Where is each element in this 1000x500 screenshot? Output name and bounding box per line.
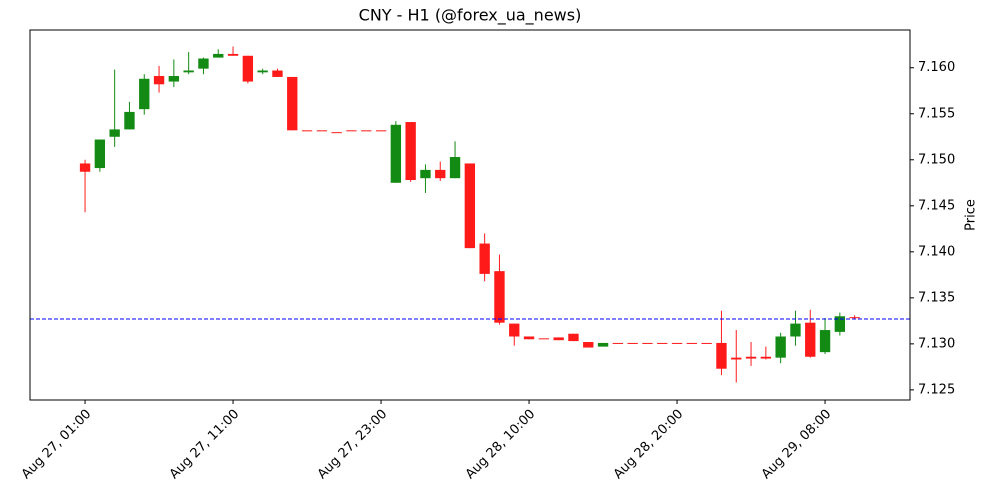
y-tick-label: 7.155: [918, 106, 955, 121]
candle-body: [597, 342, 609, 347]
candle-body: [553, 337, 564, 341]
candle-body: [405, 122, 416, 181]
candle-body: [153, 76, 165, 85]
candle-body: [227, 53, 239, 56]
candle-body: [775, 336, 786, 358]
candle-body: [316, 130, 328, 132]
candle-body: [612, 342, 624, 344]
x-tick-label: Aug 27, 01:00: [19, 407, 95, 483]
y-tick-label: 7.140: [918, 244, 955, 259]
candle-body: [671, 342, 683, 344]
candle-body: [242, 55, 254, 82]
y-tick-label: 7.145: [918, 198, 955, 213]
y-tick-label: 7.125: [918, 382, 955, 397]
candle-body: [494, 271, 505, 323]
candle-body: [420, 169, 431, 179]
candle-body: [464, 163, 476, 249]
candle-body: [139, 78, 150, 110]
candle-body: [213, 53, 224, 58]
x-tick-label: Aug 27, 11:00: [167, 407, 243, 483]
y-tick-label: 7.150: [918, 152, 955, 167]
candle-body: [834, 316, 846, 332]
candle-body: [568, 333, 579, 342]
candle-body: [805, 322, 816, 357]
candle-body: [124, 111, 135, 130]
candle-body: [272, 70, 283, 77]
candle-body: [449, 157, 461, 179]
candle-body: [509, 323, 520, 337]
candle-body: [627, 342, 638, 344]
candle-body: [287, 76, 298, 131]
candle-body: [701, 342, 712, 344]
chart-title: CNY - H1 (@forex_ua_news): [359, 6, 582, 26]
x-tick-label: Aug 29, 08:00: [759, 407, 835, 483]
candle-body: [657, 342, 668, 344]
y-tick-label: 7.130: [918, 336, 955, 351]
candle-body: [361, 130, 372, 132]
x-tick-label: Aug 27, 23:00: [315, 407, 391, 483]
candle-body: [523, 336, 535, 340]
candle-body: [390, 124, 402, 183]
y-axis-label: Price: [964, 199, 979, 231]
candle-body: [183, 70, 194, 73]
candle-body: [849, 317, 860, 319]
candle-body: [760, 356, 772, 359]
candle-body: [346, 130, 357, 132]
y-tick-label: 7.135: [918, 290, 955, 305]
candle-body: [583, 342, 594, 348]
candle-body: [819, 330, 831, 353]
candle-body: [731, 357, 742, 360]
y-tick-label: 7.160: [918, 60, 955, 75]
candle-body: [375, 130, 387, 132]
candle-body: [435, 169, 446, 179]
candle-body: [716, 342, 727, 369]
candle-body: [301, 130, 313, 132]
candle-body: [94, 139, 106, 169]
plot-frame: [29, 29, 911, 401]
x-tick-label: Aug 28, 20:00: [611, 407, 687, 483]
candle-body: [331, 132, 342, 134]
candle-body: [168, 76, 180, 82]
candle-body: [109, 129, 120, 137]
candle-body: [79, 163, 91, 172]
candle-body: [686, 342, 698, 344]
candle-body: [479, 243, 490, 274]
candle-body: [790, 323, 801, 337]
candle-body: [538, 338, 550, 340]
candle-body: [198, 58, 209, 69]
candle-body: [257, 70, 268, 73]
candle-body: [642, 342, 653, 344]
candle-body: [745, 356, 757, 359]
x-tick-label: Aug 28, 10:00: [463, 407, 539, 483]
